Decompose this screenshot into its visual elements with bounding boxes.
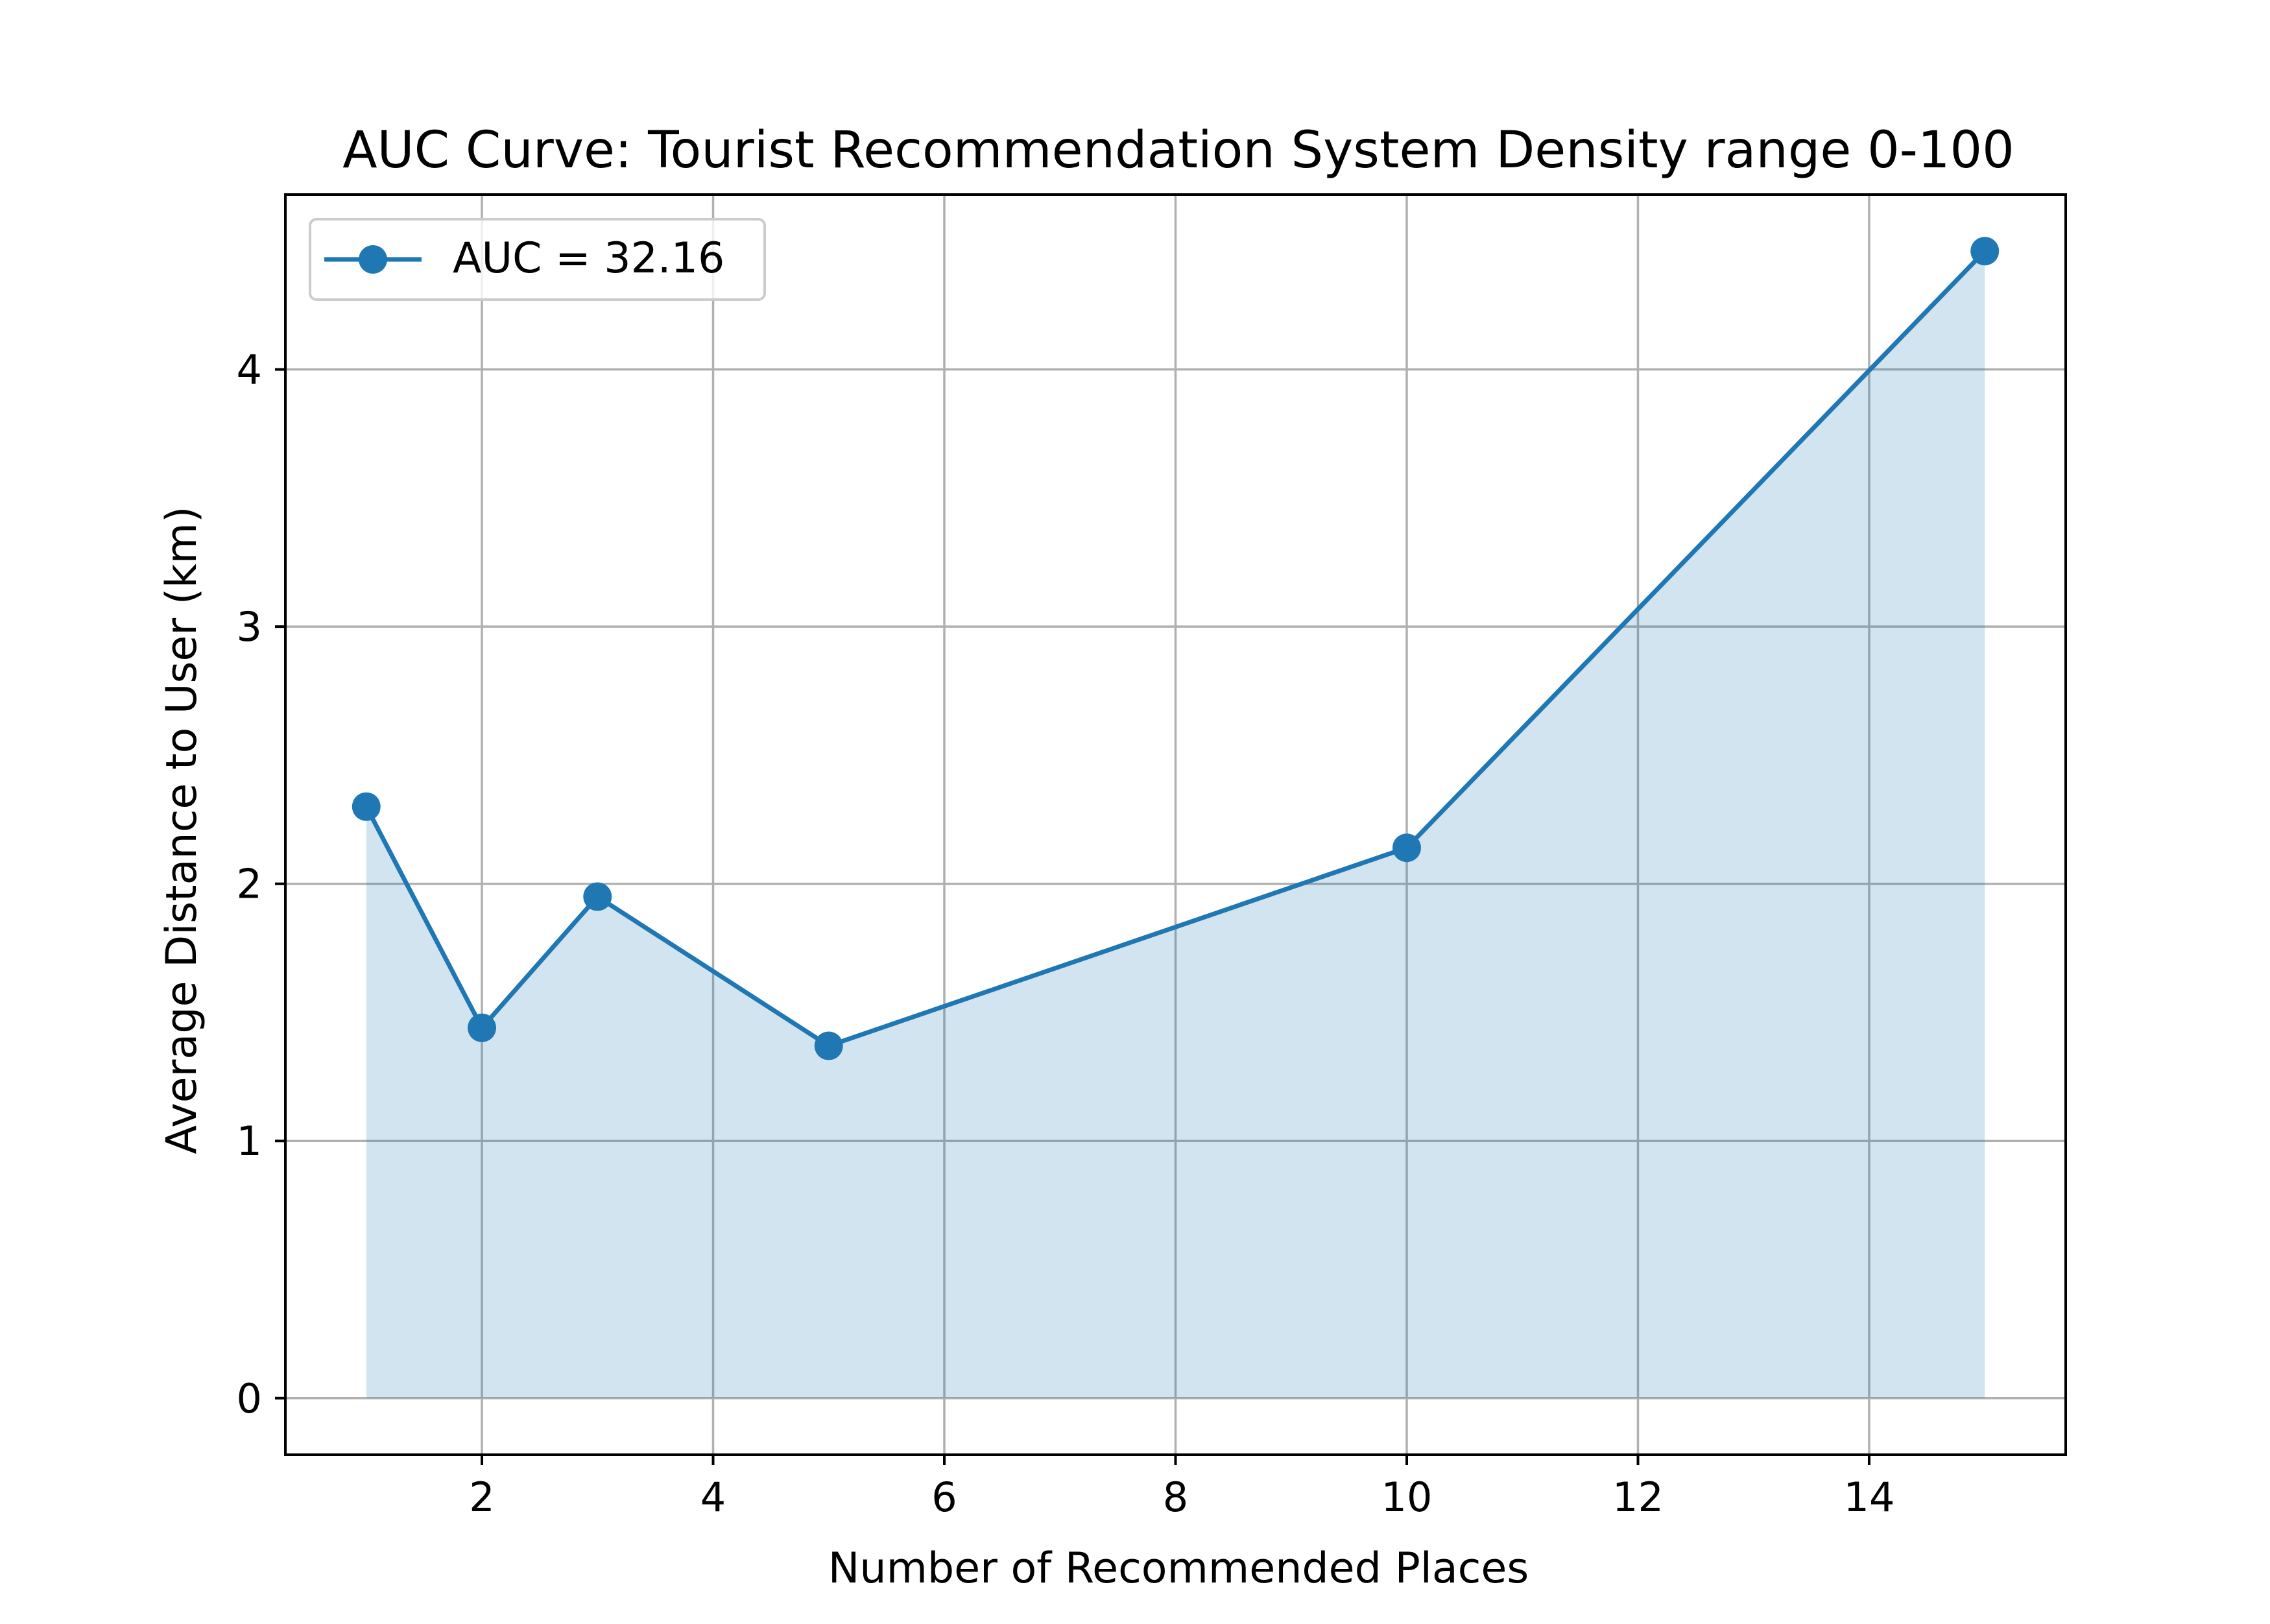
area-fill	[366, 251, 1985, 1398]
grid-lines	[285, 195, 2066, 1455]
x-axis-label: Number of Recommended Places	[828, 1544, 1529, 1593]
data-point-10	[1392, 833, 1421, 863]
legend-box	[309, 218, 766, 301]
y-tick-label-1: 1	[237, 1117, 262, 1165]
x-tick-label-4: 4	[700, 1474, 726, 1521]
y-tick-label-4: 4	[237, 346, 262, 394]
series-line	[364, 248, 1987, 1049]
y-tick-label-2: 2	[237, 861, 262, 908]
series-line-layer	[364, 248, 1987, 1049]
data-point-2	[468, 1013, 497, 1042]
area-under-curve	[366, 251, 1985, 1398]
chart-title: AUC Curve: Tourist Recommendation System…	[342, 121, 2014, 180]
legend-series-label: AUC = 32.16	[453, 234, 724, 283]
x-tick-label-14: 14	[1844, 1474, 1895, 1521]
x-tick-label-8: 8	[1163, 1474, 1188, 1521]
y-tick-label-3: 3	[237, 603, 262, 651]
data-point-1	[352, 792, 381, 821]
legend-marker-swatch	[359, 245, 387, 274]
x-tick-label-10: 10	[1381, 1474, 1433, 1521]
x-tick-label-6: 6	[931, 1474, 957, 1521]
x-tick-label-2: 2	[469, 1474, 494, 1521]
y-axis-label: Average Distance to User (km)	[158, 507, 206, 1154]
data-point-15	[1970, 237, 2000, 266]
data-points	[352, 237, 2000, 1060]
x-tick-label-12: 12	[1612, 1474, 1664, 1521]
data-point-5	[814, 1031, 843, 1060]
y-tick-label-0: 0	[237, 1375, 262, 1422]
legend[interactable]: AUC = 32.16	[309, 218, 766, 301]
data-point-3	[583, 882, 612, 911]
axes	[275, 193, 2067, 1465]
